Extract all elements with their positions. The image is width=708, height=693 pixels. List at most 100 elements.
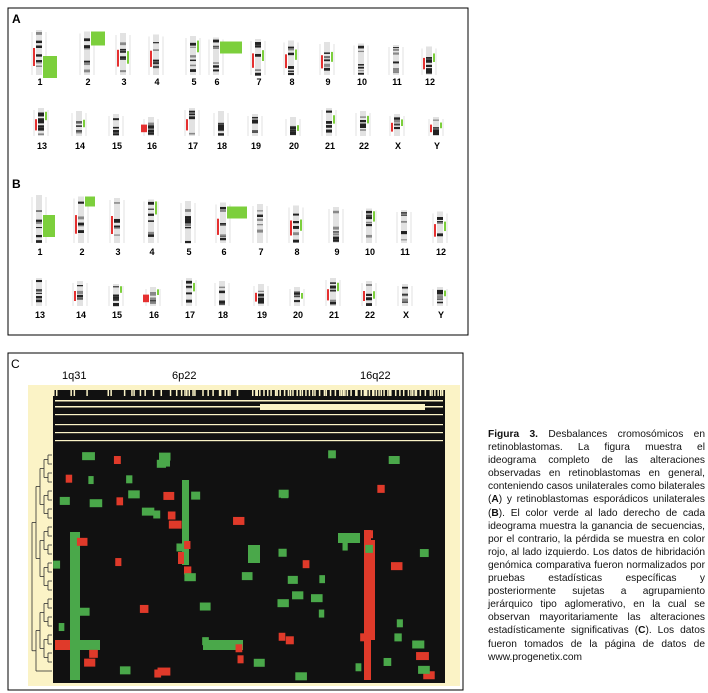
heatmap-cell (355, 663, 362, 672)
chromosome-band (366, 214, 372, 216)
chromosome-band (219, 286, 225, 289)
header-tick (318, 388, 321, 396)
chromosome-band (36, 289, 42, 293)
chromosome-band (293, 226, 299, 229)
panel-label: C (11, 357, 20, 371)
header-tick (410, 388, 412, 396)
header-tick (219, 388, 222, 396)
chromosome-band (366, 284, 372, 286)
caption-ref: B (491, 507, 499, 519)
heatmap-cell (338, 533, 360, 543)
figure-label: Figura 3. (488, 429, 538, 440)
chromosome-band (366, 234, 372, 238)
chromosome-band (330, 299, 336, 302)
heatmap-cell (182, 480, 189, 565)
chromosome-band (77, 285, 83, 287)
heatmap-cell (418, 665, 430, 674)
heatmap-cell (390, 562, 403, 571)
header-tick (152, 388, 155, 396)
chromosome-band (290, 129, 296, 131)
heatmap-cell (199, 602, 211, 611)
header-tick (212, 388, 214, 396)
chromosome-band (185, 218, 191, 221)
panel-label: A (12, 12, 21, 26)
heatmap-cell (168, 520, 182, 529)
chromosome (120, 33, 126, 75)
heatmap-cell (153, 510, 161, 519)
marker-label: 6p22 (172, 370, 196, 382)
chromosome-band (113, 296, 119, 299)
chromosome-band (426, 59, 432, 62)
chromosome-band (148, 208, 154, 210)
header-tick (73, 388, 76, 396)
header-tick (180, 388, 183, 396)
heatmap-cell (154, 669, 162, 678)
chromosome (358, 43, 364, 75)
chromosome-label: 22 (365, 310, 375, 320)
header-tick (389, 388, 391, 396)
header-tick (334, 388, 337, 396)
chromosome-band (324, 52, 330, 54)
loss (285, 54, 287, 69)
loss (33, 48, 35, 66)
header-tick (133, 388, 135, 396)
header-tick (259, 388, 261, 396)
chromosome-band (366, 210, 372, 213)
heatmap-cell (159, 452, 171, 461)
heatmap-cell (202, 637, 209, 646)
chromosome-label: 14 (76, 310, 86, 320)
chromosome-band (393, 52, 399, 55)
chromosome-band (148, 129, 154, 133)
chromosome-band (393, 47, 399, 49)
chromosome-band (358, 72, 364, 75)
chromosome-band (333, 226, 339, 230)
chromosome-band (324, 63, 330, 67)
chromosome-band (324, 59, 330, 62)
chromosome-band (293, 239, 299, 243)
chromosome-band (252, 131, 258, 133)
chromosome-band (258, 300, 264, 304)
panel-ab-frame (7, 7, 469, 336)
chromosome-band (288, 66, 294, 69)
caption-text: ). El color verde al lado derecho de cad… (488, 507, 705, 637)
chromosome-label: 17 (185, 310, 195, 320)
chromosome-label: Y (438, 310, 444, 320)
chromosome-band (213, 39, 219, 43)
chromosome-band (148, 213, 154, 216)
loss (111, 216, 113, 234)
chromosome-band (288, 52, 294, 56)
chromosome-band (84, 69, 90, 73)
header-tick (192, 388, 194, 396)
heatmap-cell (328, 450, 336, 459)
chromosome-band (426, 57, 432, 59)
loss (143, 294, 149, 303)
chromosome-label: 16 (147, 141, 157, 151)
chromosome-band (433, 127, 439, 129)
header-tick (224, 388, 226, 396)
chromosome-band (220, 206, 226, 210)
gain (45, 111, 47, 121)
chromosome-label: Y (434, 141, 440, 151)
chromosome-label: 7 (258, 247, 263, 257)
chromosome-band (36, 234, 42, 238)
chromosome-band (36, 219, 42, 222)
chromosome (189, 108, 195, 136)
chromosome-band (288, 48, 294, 51)
chromosome-band (36, 54, 42, 57)
chromosome-band (366, 297, 372, 301)
chromosome-band (120, 70, 126, 73)
chromosome-label: 4 (149, 247, 154, 257)
header-tick (350, 388, 352, 396)
gain (300, 219, 302, 231)
chromosome-band (189, 132, 195, 135)
heatmap-cell (184, 540, 191, 549)
header-tick (53, 388, 55, 396)
chromosome-band (150, 302, 156, 304)
chromosome-band (294, 295, 300, 297)
loss (255, 292, 257, 302)
header-tick (380, 388, 383, 396)
chromosome-band (78, 201, 84, 204)
chromosome-band (393, 67, 399, 71)
header-tick (419, 388, 422, 396)
chromosome-band (252, 119, 258, 122)
